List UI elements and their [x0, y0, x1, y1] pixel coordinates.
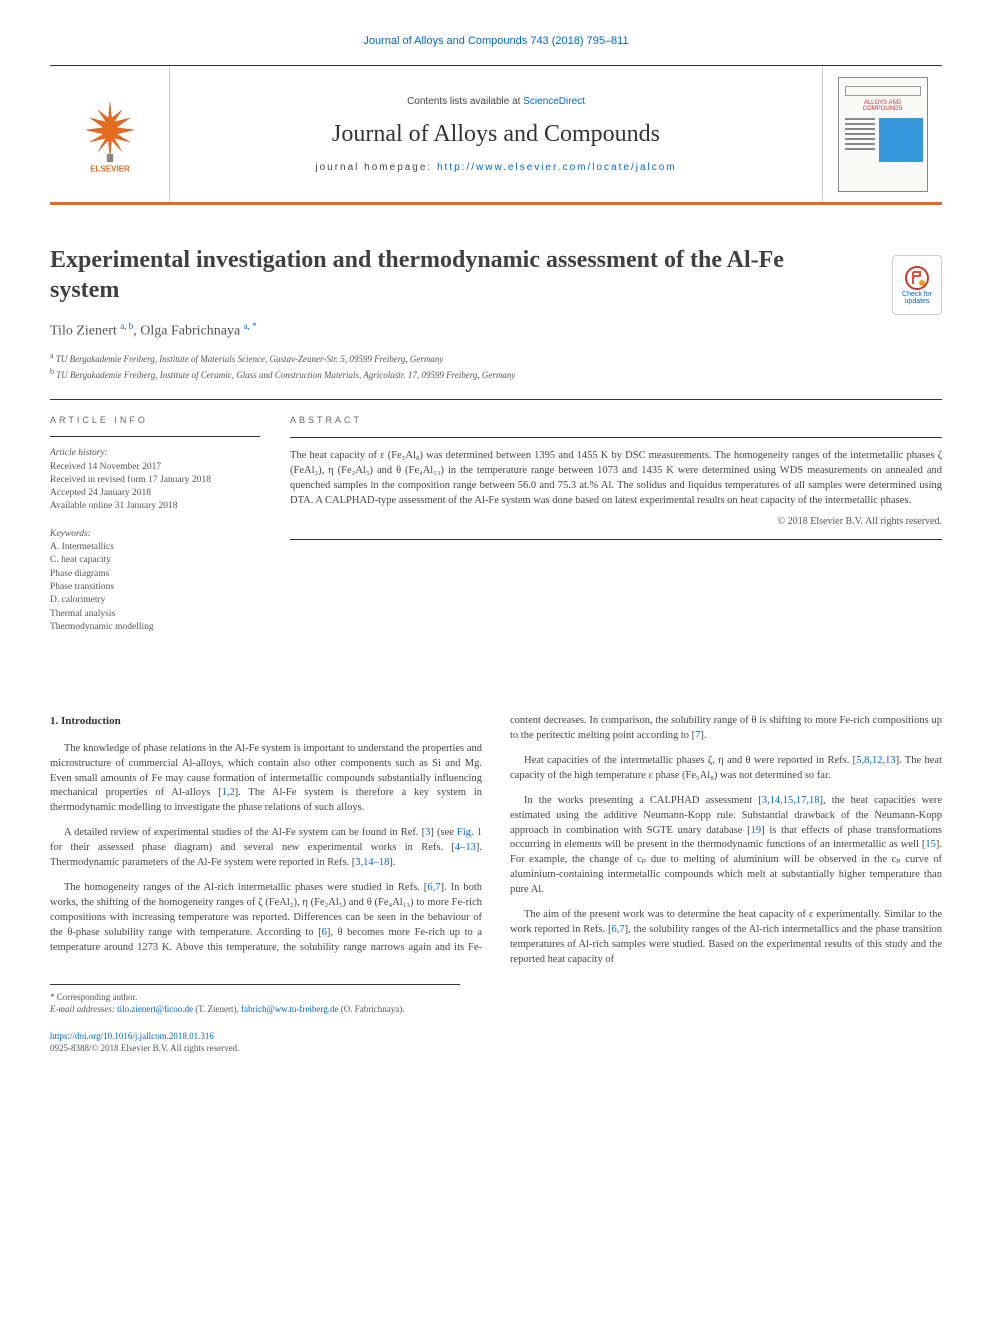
- body-paragraph: A detailed review of experimental studie…: [50, 826, 482, 871]
- abstract-column: ABSTRACT The heat capacity of ε (Fe₅Al₈)…: [290, 414, 942, 634]
- email-addresses: E-mail addresses: tilo.zienert@licoo.de …: [50, 1003, 460, 1016]
- keyword-item: C. heat capacity: [50, 554, 260, 567]
- body-text: 1. Introduction The knowledge of phase r…: [50, 714, 942, 968]
- footnotes: * Corresponding author. E-mail addresses…: [50, 984, 460, 1016]
- body-paragraph: In the works presenting a CALPHAD assess…: [510, 794, 942, 898]
- ref-link[interactable]: 3,14,15,17,18: [762, 795, 820, 806]
- author-email-link[interactable]: tilo.zienert@licoo.de: [117, 1004, 193, 1014]
- body-paragraph: Heat capacities of the intermetallic pha…: [510, 754, 942, 784]
- check-updates-icon: [904, 265, 930, 291]
- article-info-column: ARTICLE INFO Article history: Received 1…: [50, 414, 260, 634]
- journal-header: ELSEVIER Contents lists available at Sci…: [50, 65, 942, 205]
- ref-link[interactable]: 3,14–18: [355, 857, 389, 868]
- ref-link[interactable]: 4–13: [455, 842, 476, 853]
- ref-link[interactable]: 1,2: [222, 787, 235, 798]
- keyword-item: D. calorimetry: [50, 594, 260, 607]
- elsevier-logo-icon: ELSEVIER: [70, 94, 150, 174]
- publisher-logo-cell: ELSEVIER: [50, 66, 170, 202]
- keyword-item: Phase diagrams: [50, 568, 260, 581]
- header-center: Contents lists available at ScienceDirec…: [170, 66, 822, 202]
- ref-link[interactable]: 19: [751, 825, 762, 836]
- history-item: Received 14 November 2017: [50, 461, 260, 474]
- author-email-link[interactable]: fabrich@ww.tu-freiberg.de: [241, 1004, 339, 1014]
- check-for-updates-badge[interactable]: Check for updates: [892, 255, 942, 315]
- history-item: Available online 31 January 2018: [50, 500, 260, 513]
- issn-copyright: 0925-8388/© 2018 Elsevier B.V. All right…: [50, 1043, 239, 1053]
- journal-title: Journal of Alloys and Compounds: [170, 121, 822, 148]
- abstract-heading: ABSTRACT: [290, 414, 942, 427]
- journal-citation: Journal of Alloys and Compounds 743 (201…: [50, 35, 942, 47]
- rule: [290, 437, 942, 438]
- affiliations: a TU Bergakademie Freiberg, Institute of…: [50, 350, 942, 383]
- history-item: Received in revised form 17 January 2018: [50, 474, 260, 487]
- ref-link[interactable]: 6,7: [612, 924, 625, 935]
- article-title: Experimental investigation and thermodyn…: [50, 245, 830, 305]
- author-list: Tilo Zienert a, b, Olga Fabrichnaya a, *: [50, 321, 942, 340]
- ref-link[interactable]: 5,8,12,13: [856, 755, 895, 766]
- abstract-copyright: © 2018 Elsevier B.V. All rights reserved…: [290, 515, 942, 530]
- section-heading-introduction: 1. Introduction: [50, 714, 482, 730]
- homepage-line: journal homepage: http://www.elsevier.co…: [170, 162, 822, 173]
- body-paragraph: The knowledge of phase relations in the …: [50, 742, 482, 817]
- abstract-text: The heat capacity of ε (Fe₅Al₈) was dete…: [290, 448, 942, 509]
- keyword-item: Thermodynamic modelling: [50, 621, 260, 634]
- doi-block: https://doi.org/10.1016/j.jallcom.2018.0…: [50, 1030, 942, 1055]
- sciencedirect-link[interactable]: ScienceDirect: [523, 96, 585, 107]
- contents-line: Contents lists available at ScienceDirec…: [170, 96, 822, 107]
- keyword-item: Phase transitions: [50, 581, 260, 594]
- ref-link[interactable]: 6,7: [427, 882, 440, 893]
- journal-cover-thumbnail: ALLOYS AND COMPOUNDS: [838, 77, 928, 192]
- citation-link[interactable]: Journal of Alloys and Compounds 743 (201…: [363, 35, 628, 47]
- journal-homepage-link[interactable]: http://www.elsevier.com/locate/jalcom: [437, 162, 677, 173]
- rule: [50, 436, 260, 437]
- article-history-label: Article history:: [50, 447, 260, 460]
- figure-link[interactable]: Fig. 1: [457, 827, 482, 838]
- cover-thumbnail-cell: ALLOYS AND COMPOUNDS: [822, 66, 942, 202]
- doi-link[interactable]: https://doi.org/10.1016/j.jallcom.2018.0…: [50, 1031, 214, 1041]
- article-info-heading: ARTICLE INFO: [50, 414, 260, 427]
- svg-text:ELSEVIER: ELSEVIER: [90, 165, 130, 174]
- keywords-label: Keywords:: [50, 528, 260, 541]
- rule: [50, 399, 942, 400]
- rule: [290, 539, 942, 540]
- ref-link[interactable]: 15: [925, 839, 936, 850]
- body-paragraph: The aim of the present work was to deter…: [510, 908, 942, 968]
- history-item: Accepted 24 January 2018: [50, 487, 260, 500]
- keyword-item: A. Intermetallics: [50, 541, 260, 554]
- keyword-item: Thermal analysis: [50, 608, 260, 621]
- corresponding-author-note: * Corresponding author.: [50, 991, 460, 1004]
